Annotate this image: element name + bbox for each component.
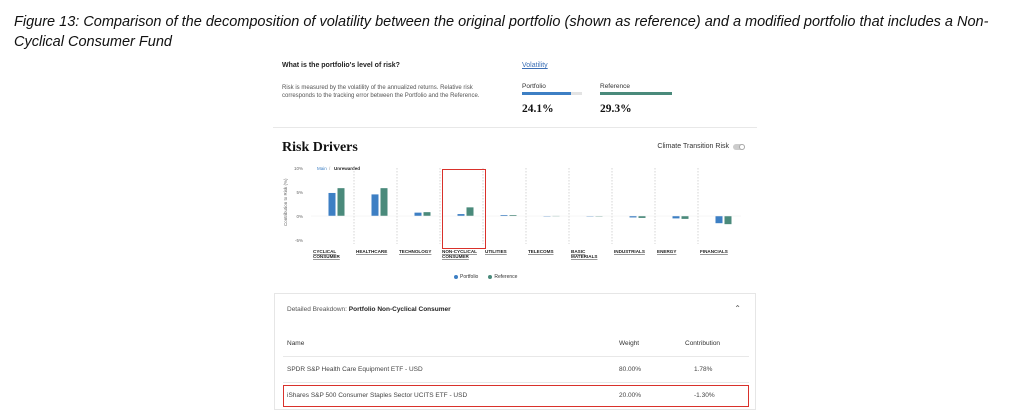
reference-label: Reference [600,83,630,90]
row-weight: 20.00% [619,392,642,399]
reference-bar [466,207,474,216]
risk-description: Risk is measured by the volatility of th… [282,85,480,99]
x-tick-label: CYCLICAL [313,249,336,254]
highlight-box-non-cyclical [442,169,486,249]
climate-toggle-group[interactable]: Climate Transition Risk [657,143,745,150]
figure-caption: Figure 13: Comparison of the decompositi… [14,14,989,50]
x-tick-label: FINANCIALS [700,249,728,254]
view-separator: / [329,166,331,171]
x-tick-label: UTILITIES [485,249,507,254]
portfolio-bar [414,212,422,216]
portfolio-bar [672,216,680,219]
x-tick-label: TELECOMS [528,249,554,254]
portfolio-bar [371,194,379,216]
reference-volatility-bar [600,92,672,95]
view-main-tab: Main [317,166,327,171]
portfolio-bar [586,216,594,217]
col-weight-header: Weight [619,340,640,347]
risk-panel: What is the portfolio's level of risk? R… [273,56,757,412]
x-tick-label: CONSUMER [313,254,340,259]
reference-bar [380,188,388,216]
row-contribution: 1.78% [694,366,713,373]
table-header-divider [283,356,749,357]
chart-legend: Portfolio Reference [454,274,517,280]
risk-drivers-title: Risk Drivers [282,140,358,155]
breakdown-title: Detailed Breakdown: Portfolio Non-Cyclic… [287,306,451,313]
x-tick-label: TECHNOLOGY [399,249,431,254]
y-tick-label: 5% [296,190,303,195]
climate-toggle-label: Climate Transition Risk [657,143,729,150]
reference-bar [337,188,345,216]
x-tick-label: CONSUMER [442,254,469,259]
highlight-box-row [283,385,749,407]
reference-bar [423,212,431,216]
x-tick-label: ENERGY [657,249,676,254]
legend-portfolio: Portfolio [454,274,478,280]
x-tick-label: HEALTHCARE [356,249,387,254]
x-tick-label: BASIC [571,249,586,254]
y-tick-label: -5% [295,238,303,243]
row-name: SPDR S&P Health Care Equipment ETF - USD [287,366,423,373]
volatility-link[interactable]: Volatility [522,62,548,69]
y-tick-label: 0% [296,214,303,219]
x-tick-label: NON-CYCLICAL [442,249,477,254]
row-weight: 80.00% [619,366,642,373]
legend-reference: Reference [488,274,517,280]
reference-bar [595,216,603,217]
row-contribution: -1.30% [694,392,715,399]
portfolio-dot-icon [454,274,458,279]
risk-drivers-chart: Main / Unrewarded Contribution to Risk (%) 1… [283,166,741,259]
reference-volatility-value: 29.3% [600,103,632,115]
table-row[interactable]: SPDR S&P Health Care Equipment ETF - USD… [287,362,737,378]
portfolio-bar [457,214,465,216]
portfolio-bar [500,215,508,216]
x-tick-label: INDUSTRIALS [614,249,645,254]
x-tick-label: MATERIALS [571,254,597,259]
y-axis-label: Contribution to Risk (%) [283,178,288,226]
climate-toggle-switch[interactable] [733,143,745,150]
risk-question: What is the portfolio's level of risk? [282,62,400,69]
reference-bar [724,216,732,225]
row-divider [283,382,749,383]
reference-bar [681,216,689,219]
reference-volatility-fill [600,92,672,95]
detailed-breakdown: Detailed Breakdown: Portfolio Non-Cyclic… [274,293,756,410]
chevron-up-icon[interactable]: ⌃ [734,304,741,313]
portfolio-volatility-bar [522,92,582,95]
row-name: iShares S&P 500 Consumer Staples Sector … [287,392,468,399]
y-tick-label: 10% [294,166,303,171]
portfolio-bar [715,216,723,224]
reference-bar [509,215,517,216]
portfolio-bar [629,216,637,218]
view-unrewarded-tab: Unrewarded [334,166,360,171]
col-contribution-header: Contribution [685,340,721,347]
portfolio-label: Portfolio [522,83,546,90]
portfolio-bar [328,192,336,216]
reference-bar [638,216,646,218]
portfolio-volatility-value: 24.1% [522,103,554,115]
reference-dot-icon [488,274,493,279]
portfolio-bar [543,216,551,217]
table-row[interactable]: iShares S&P 500 Consumer Staples Sector … [287,388,737,404]
portfolio-volatility-fill [522,92,572,95]
col-name-header: Name [287,340,305,347]
section-divider [273,127,757,128]
